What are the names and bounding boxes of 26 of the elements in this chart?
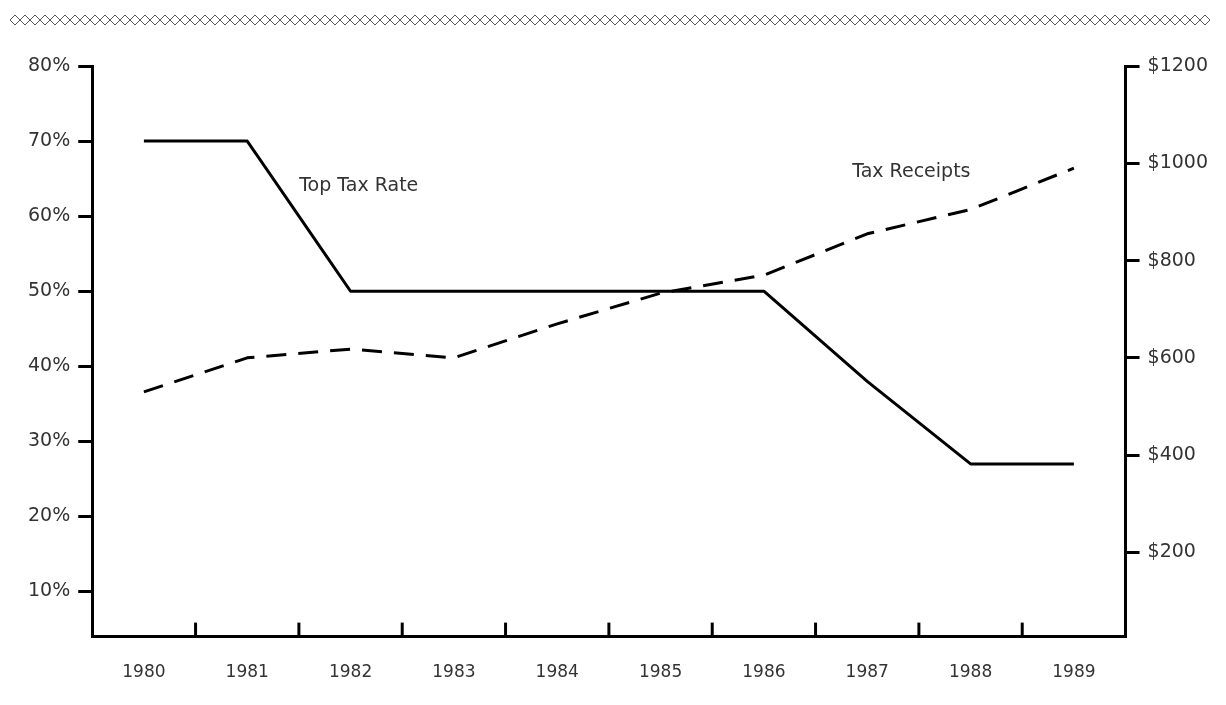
x-tick-label: 1989 [1052,661,1096,682]
series-label: Tax Receipts [851,158,971,181]
y-tick-label: 70% [28,128,71,151]
y2-tick-label: $600 [1147,344,1196,367]
y-tick-label: 60% [28,203,71,226]
x-tick-label: 1984 [535,661,579,682]
x-tick-label: 1980 [122,661,166,682]
y2-tick-label: $400 [1147,442,1196,465]
y-tick-label: 10% [28,578,71,601]
x-tick-label: 1988 [948,661,993,682]
y2-tick-label: $1000 [1147,150,1209,173]
x-tick-label: 1981 [225,661,269,682]
y2-tick-label: $800 [1147,247,1196,270]
y-tick-label: 50% [28,278,71,301]
x-tick-label: 1982 [328,661,373,682]
y2-tick-label: $200 [1147,539,1196,562]
x-tick-label: 1983 [432,661,476,682]
y-tick-label: 30% [28,428,71,451]
y-tick-label: 20% [28,503,71,526]
x-tick-label: 1985 [638,661,683,682]
y-tick-label: 40% [28,353,71,376]
y-tick-label: 80% [28,52,71,75]
y2-tick-label: $1200 [1147,52,1209,75]
x-tick-label: 1986 [742,661,786,682]
x-tick-label: 1987 [845,661,889,682]
series-label: Top Tax Rate [298,173,419,196]
